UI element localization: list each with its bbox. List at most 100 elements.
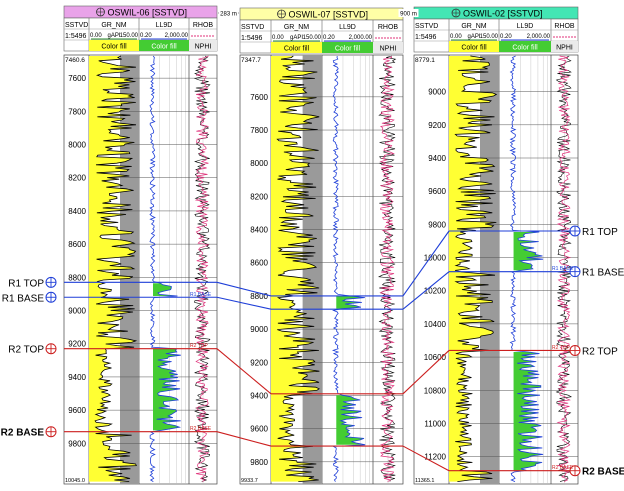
depth-tick-label: 8800 xyxy=(68,273,86,282)
nphi-track-label: NPHI xyxy=(380,46,397,53)
lld-track-label: LL9D xyxy=(156,22,173,29)
depth-tick-label: 9200 xyxy=(428,121,446,130)
spacing-label-bg xyxy=(218,9,239,17)
well-title: OSWIL-06 [SSTVD] xyxy=(108,8,188,18)
lld-min-value: 0.20 xyxy=(500,34,512,40)
gr-unit: gAPI xyxy=(107,33,120,39)
marker-r2-base[interactable]: R2 BASE R2 BASE xyxy=(1,426,624,478)
depth-top-label: 8779.1 xyxy=(415,57,435,64)
depth-tick-label: 7600 xyxy=(250,93,268,102)
marker-r1-top[interactable]: R1 TOP R1 TOP xyxy=(8,225,618,297)
lld-resistivity-fill xyxy=(336,395,366,445)
lld-fill-label: Color fill xyxy=(335,46,361,53)
marker-correlation-line xyxy=(402,230,450,297)
gr-fill-swatch xyxy=(271,42,322,53)
gr-fill-swatch xyxy=(89,40,139,51)
depth-tick-label: 7600 xyxy=(68,74,86,83)
marker-track-label: R2 TOP xyxy=(190,343,209,349)
depth-scale-value: 1:5496 xyxy=(415,34,437,41)
depth-bottom-label: 10045.0 xyxy=(65,478,85,484)
depth-track-label: SSTVD xyxy=(65,22,88,29)
well-panel-2: OSWIL-07 [SSTVD] SSTVD 1:5496 GR_NM0.00 gAPI… xyxy=(239,7,404,485)
depth-tick-label: 8400 xyxy=(68,207,86,216)
rhob-curve xyxy=(379,55,395,482)
rhob-track-label: RHOB xyxy=(193,22,214,29)
gr-fill-label: Color fill xyxy=(101,44,127,51)
depth-tick-label: 9800 xyxy=(250,458,268,467)
depth-tick-label: 8600 xyxy=(68,240,86,249)
lld-resistivity-fill xyxy=(336,296,365,309)
lld-track-label: LL9D xyxy=(517,23,534,30)
gr-min-value: 0.00 xyxy=(450,34,462,40)
nphi-track-label: NPHI xyxy=(195,44,212,51)
nphi-swatch xyxy=(373,42,403,53)
gr-baseline-shade xyxy=(480,55,499,484)
lld-max-value: 2,000.00 xyxy=(527,34,551,40)
depth-tick-label: 9600 xyxy=(250,425,268,434)
depth-tick-label: 8600 xyxy=(250,259,268,268)
lld-resistivity-fill xyxy=(153,283,178,296)
marker-r1-base[interactable]: R1 BASE R1 BASE xyxy=(2,266,624,310)
lld-fill-swatch xyxy=(499,41,551,52)
marker-track-label: R2 BASE xyxy=(552,465,574,471)
gr-min-value: 0.00 xyxy=(90,33,102,39)
depth-tick-label: 9800 xyxy=(68,439,86,448)
gr-max-value: 150.00 xyxy=(480,34,499,40)
depth-tick-label: 8000 xyxy=(68,141,86,150)
depth-top-label: 7347.7 xyxy=(241,57,261,64)
nphi-swatch xyxy=(551,41,578,52)
depth-tick-label: 9800 xyxy=(428,220,446,229)
lld-resistivity-fill xyxy=(153,348,181,431)
marker-correlation-line xyxy=(216,281,272,297)
depth-tick-label: 8400 xyxy=(250,226,268,235)
depth-tick-label: 10200 xyxy=(424,287,447,296)
lld-fill-swatch xyxy=(139,40,189,51)
marker-correlation-line xyxy=(402,271,450,310)
gr-fill-swatch xyxy=(449,41,499,52)
gr-track-label: GR_NM xyxy=(461,23,486,30)
depth-top-label: 7460.6 xyxy=(65,57,85,64)
gr-max-value: 150.00 xyxy=(303,35,322,41)
gr-fill-label: Color fill xyxy=(284,46,310,53)
depth-tick-label: 10800 xyxy=(424,386,447,395)
lld-resistivity-fill xyxy=(513,352,544,471)
marker-right-label: R2 TOP xyxy=(582,346,618,357)
depth-tick-label: 8800 xyxy=(250,292,268,301)
spacing-label-bg xyxy=(398,9,419,17)
well-spacing-label: 283 m xyxy=(220,12,237,18)
depth-tick-label: 9600 xyxy=(428,187,446,196)
gr-max-value: 150.00 xyxy=(120,33,139,39)
rhob-track-label: RHOB xyxy=(378,24,399,31)
gr-sand-fill xyxy=(271,56,320,482)
depth-tick-label: 8200 xyxy=(250,192,268,201)
depth-tick-label: 8000 xyxy=(250,159,268,168)
depth-scale-value: 1:5496 xyxy=(241,35,263,42)
gr-unit: gAPI xyxy=(290,35,303,41)
gr-sand-fill xyxy=(449,56,497,482)
depth-tick-label: 9200 xyxy=(68,340,86,349)
depth-tick-label: 10600 xyxy=(424,353,447,362)
depth-tick-label: 11200 xyxy=(424,453,446,462)
depth-tick-label: 11000 xyxy=(424,419,446,428)
marker-track-label: R1 BASE xyxy=(552,266,574,272)
depth-tick-label: 7800 xyxy=(68,107,86,116)
gr-unit: gAPI xyxy=(467,34,480,40)
depth-tick-label: 10400 xyxy=(424,320,447,329)
rhob-curve xyxy=(556,55,572,482)
depth-tick-label: 9000 xyxy=(250,325,268,334)
marker-track-label: R2 BASE xyxy=(190,426,212,432)
marker-correlation-line xyxy=(216,348,272,395)
depth-scale-value: 1:5496 xyxy=(65,33,87,40)
lld-fill-label: Color fill xyxy=(151,44,177,51)
lld-curve xyxy=(509,55,544,482)
depth-track-label: SSTVD xyxy=(415,23,438,30)
depth-tick-label: 9000 xyxy=(428,88,446,97)
depth-track-label: SSTVD xyxy=(241,24,264,31)
marker-correlation-line xyxy=(402,350,450,395)
lld-curve xyxy=(331,55,366,482)
nphi-curve xyxy=(555,55,573,482)
marker-r2-top[interactable]: R2 TOP R2 TOP xyxy=(8,343,618,395)
marker-left-label: R2 TOP xyxy=(8,345,44,356)
